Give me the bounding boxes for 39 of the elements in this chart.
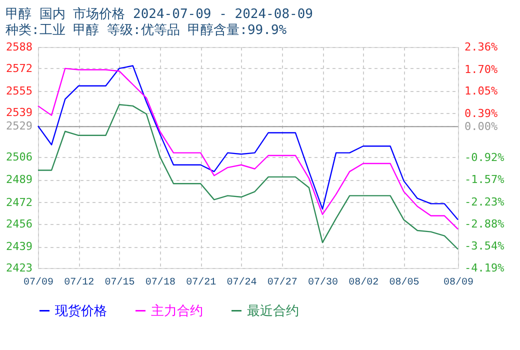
legend-label: 现货价格 bbox=[55, 304, 107, 319]
y-tick-label: 2423 bbox=[6, 262, 32, 274]
x-tick-label: 07/21 bbox=[186, 276, 216, 288]
y-tick-label: 2472 bbox=[6, 196, 32, 209]
y2-tick-label: -1.57% bbox=[464, 173, 505, 186]
chart-title: 甲醇 国内 市场价格 2024-07-09 - 2024-08-09 bbox=[6, 7, 314, 22]
y-tick-label: 2572 bbox=[6, 62, 32, 75]
y2-tick-label: 0.39% bbox=[464, 106, 498, 120]
y2-tick-label: -0.92% bbox=[464, 151, 505, 164]
legend-label: 主力合约 bbox=[151, 302, 203, 319]
y2-tick-label: -3.54% bbox=[464, 240, 505, 253]
y-tick-label: 2529 bbox=[6, 120, 32, 133]
y-tick-label: 2588 bbox=[6, 40, 32, 54]
x-tick-label: 08/05 bbox=[389, 276, 420, 288]
y-tick-label: 2506 bbox=[6, 150, 32, 164]
y2-tick-label: -4.19% bbox=[464, 262, 505, 274]
y2-tick-label: -2.88% bbox=[464, 217, 505, 230]
x-tick-label: 07/24 bbox=[226, 276, 257, 288]
y2-tick-label: 1.70% bbox=[464, 62, 498, 76]
y-tick-label: 2489 bbox=[6, 173, 32, 186]
x-tick-label: 08/02 bbox=[348, 276, 379, 288]
y-tick-label: 2456 bbox=[6, 217, 32, 230]
x-tick-label: 07/12 bbox=[64, 276, 94, 288]
y2-tick-label: 2.36% bbox=[464, 40, 498, 54]
x-tick-label: 08/09 bbox=[443, 276, 474, 288]
x-tick-label: 07/18 bbox=[145, 276, 176, 288]
x-tick-label: 07/30 bbox=[308, 276, 338, 288]
chart-subtitle: 种类:工业 甲醇 等级:优等品 甲醇含量:99.9% bbox=[6, 23, 287, 38]
line-series bbox=[37, 104, 459, 250]
x-tick-label: 07/27 bbox=[267, 276, 298, 288]
y-tick-label: 2555 bbox=[6, 84, 32, 98]
x-tick-label: 07/09 bbox=[23, 276, 54, 288]
y-tick-label: 2439 bbox=[6, 240, 32, 254]
y2-tick-label: 0.00% bbox=[464, 120, 498, 134]
y2-tick-label: 1.05% bbox=[464, 84, 498, 98]
y-tick-label: 2539 bbox=[6, 106, 32, 120]
x-tick-label: 07/15 bbox=[104, 276, 135, 288]
legend-label: 最近合约 bbox=[247, 304, 299, 319]
y2-tick-label: -2.23% bbox=[464, 195, 505, 208]
